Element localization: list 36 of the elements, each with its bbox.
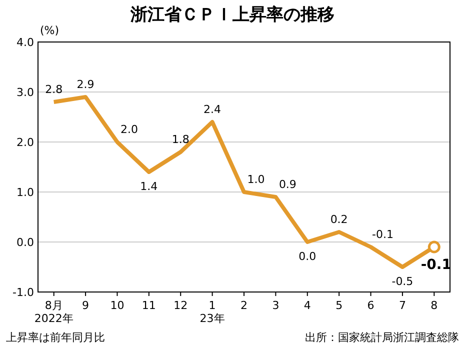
y-tick-label: 0.0 [16, 236, 34, 249]
y-tick-label: 1.0 [16, 186, 34, 199]
text: 出所：国家統計局浙江調査総隊 [305, 331, 459, 344]
x-tick-label: 2 [240, 299, 248, 312]
data-label: 0.2 [330, 213, 348, 226]
x-tick-label: 8月 2022年 [34, 299, 74, 326]
x-tick-label: 11 [142, 299, 156, 312]
x-tick-label: 3 [272, 299, 280, 312]
x-tick-label: 4 [304, 299, 311, 312]
x-tick-label: 10 [110, 299, 124, 312]
x-tick-label: 7 [398, 299, 406, 312]
data-label: 0.0 [298, 250, 316, 263]
x-tick-label: 9 [82, 299, 90, 312]
x-tick-label: 12 [174, 299, 188, 312]
x-tick-label: 5 [336, 299, 343, 312]
data-label: -0.5 [392, 275, 414, 288]
data-label: 2.0 [120, 123, 138, 136]
x-tick-label: 1 23年 [200, 299, 225, 326]
data-label: 1.0 [247, 173, 265, 186]
data-label: 0.9 [278, 178, 296, 191]
data-label: 2.8 [45, 83, 63, 96]
data-label: 1.8 [172, 133, 190, 146]
y-tick-label: -1.0 [12, 286, 34, 299]
text: 上昇率は前年同月比 [6, 331, 105, 344]
y-tick-label: 2.0 [16, 136, 34, 149]
data-label: 1.4 [140, 180, 158, 193]
x-tick-label: 8 [430, 299, 438, 312]
y-tick-label: 3.0 [16, 86, 34, 99]
y-tick-label: 4.0 [16, 36, 34, 49]
data-label: -0.1 [372, 228, 394, 241]
x-tick-label: 6 [367, 299, 374, 312]
data-label: 2.4 [204, 103, 222, 116]
data-label: 2.9 [76, 78, 94, 91]
data-label: -0.1 [420, 257, 452, 273]
chart-title: 浙江省ＣＰＩ上昇率の推移 [130, 5, 334, 25]
y-axis-title: (%) [40, 24, 60, 37]
